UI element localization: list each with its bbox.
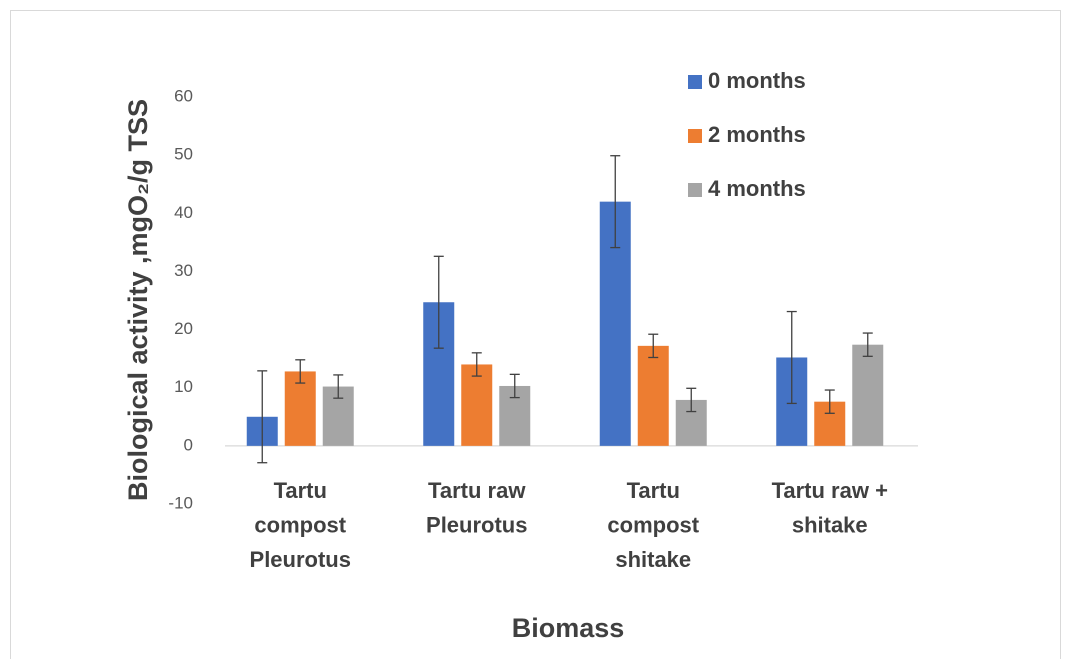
bar bbox=[284, 371, 316, 446]
error-bar bbox=[333, 374, 344, 399]
x-tick-label: Tartu compost Pleurotus bbox=[250, 478, 351, 572]
legend-swatch bbox=[688, 183, 702, 197]
x-axis-title: Biomass bbox=[512, 613, 625, 643]
y-tick-label: 50 bbox=[174, 145, 193, 164]
error-bar bbox=[509, 373, 520, 399]
error-bar bbox=[648, 333, 659, 359]
x-tick-label: Tartu raw Pleurotus bbox=[426, 478, 527, 538]
legend-label: 2 months bbox=[708, 122, 806, 147]
x-tick-label-line: compost bbox=[254, 512, 346, 537]
error-bar bbox=[295, 359, 306, 384]
error-bar bbox=[862, 332, 873, 357]
error-bar bbox=[471, 352, 482, 377]
x-tick-label-line: compost bbox=[607, 512, 699, 537]
x-tick-label-line: shitake bbox=[615, 547, 691, 572]
y-tick-label: 60 bbox=[174, 86, 193, 105]
error-bar bbox=[824, 389, 835, 414]
x-tick-label-line: Tartu raw bbox=[428, 478, 526, 503]
legend-label: 0 months bbox=[708, 68, 806, 93]
error-bar bbox=[610, 155, 621, 249]
y-tick-label: 30 bbox=[174, 261, 193, 280]
x-tick-label-line: Pleurotus bbox=[250, 547, 351, 572]
error-bar bbox=[433, 255, 444, 349]
y-axis-title: Biological activity ,mgO₂/g TSS bbox=[123, 99, 153, 501]
x-tick-label-line: shitake bbox=[792, 512, 868, 537]
error-bar bbox=[786, 310, 797, 405]
bar bbox=[637, 345, 669, 446]
x-tick-label-line: Pleurotus bbox=[426, 512, 527, 537]
bar bbox=[852, 344, 884, 446]
x-tick-label-line: Tartu bbox=[627, 478, 680, 503]
y-tick-label: 0 bbox=[184, 435, 193, 454]
legend-label: 4 months bbox=[708, 176, 806, 201]
y-tick-label: 10 bbox=[174, 377, 193, 396]
x-tick-label: Tartu raw + shitake bbox=[772, 478, 888, 538]
error-bar bbox=[686, 387, 697, 413]
legend-swatch bbox=[688, 129, 702, 143]
error-bar bbox=[257, 370, 268, 464]
x-tick-label-line: Tartu bbox=[274, 478, 327, 503]
y-tick-label: 20 bbox=[174, 319, 193, 338]
y-tick-label: -10 bbox=[168, 493, 193, 512]
bar bbox=[461, 364, 493, 446]
y-tick-label: 40 bbox=[174, 203, 193, 222]
x-tick-label: Tartu compost shitake bbox=[607, 478, 699, 572]
chart-frame bbox=[10, 10, 1061, 664]
legend-swatch bbox=[688, 75, 702, 89]
x-tick-label-line: Tartu raw + bbox=[772, 478, 888, 503]
